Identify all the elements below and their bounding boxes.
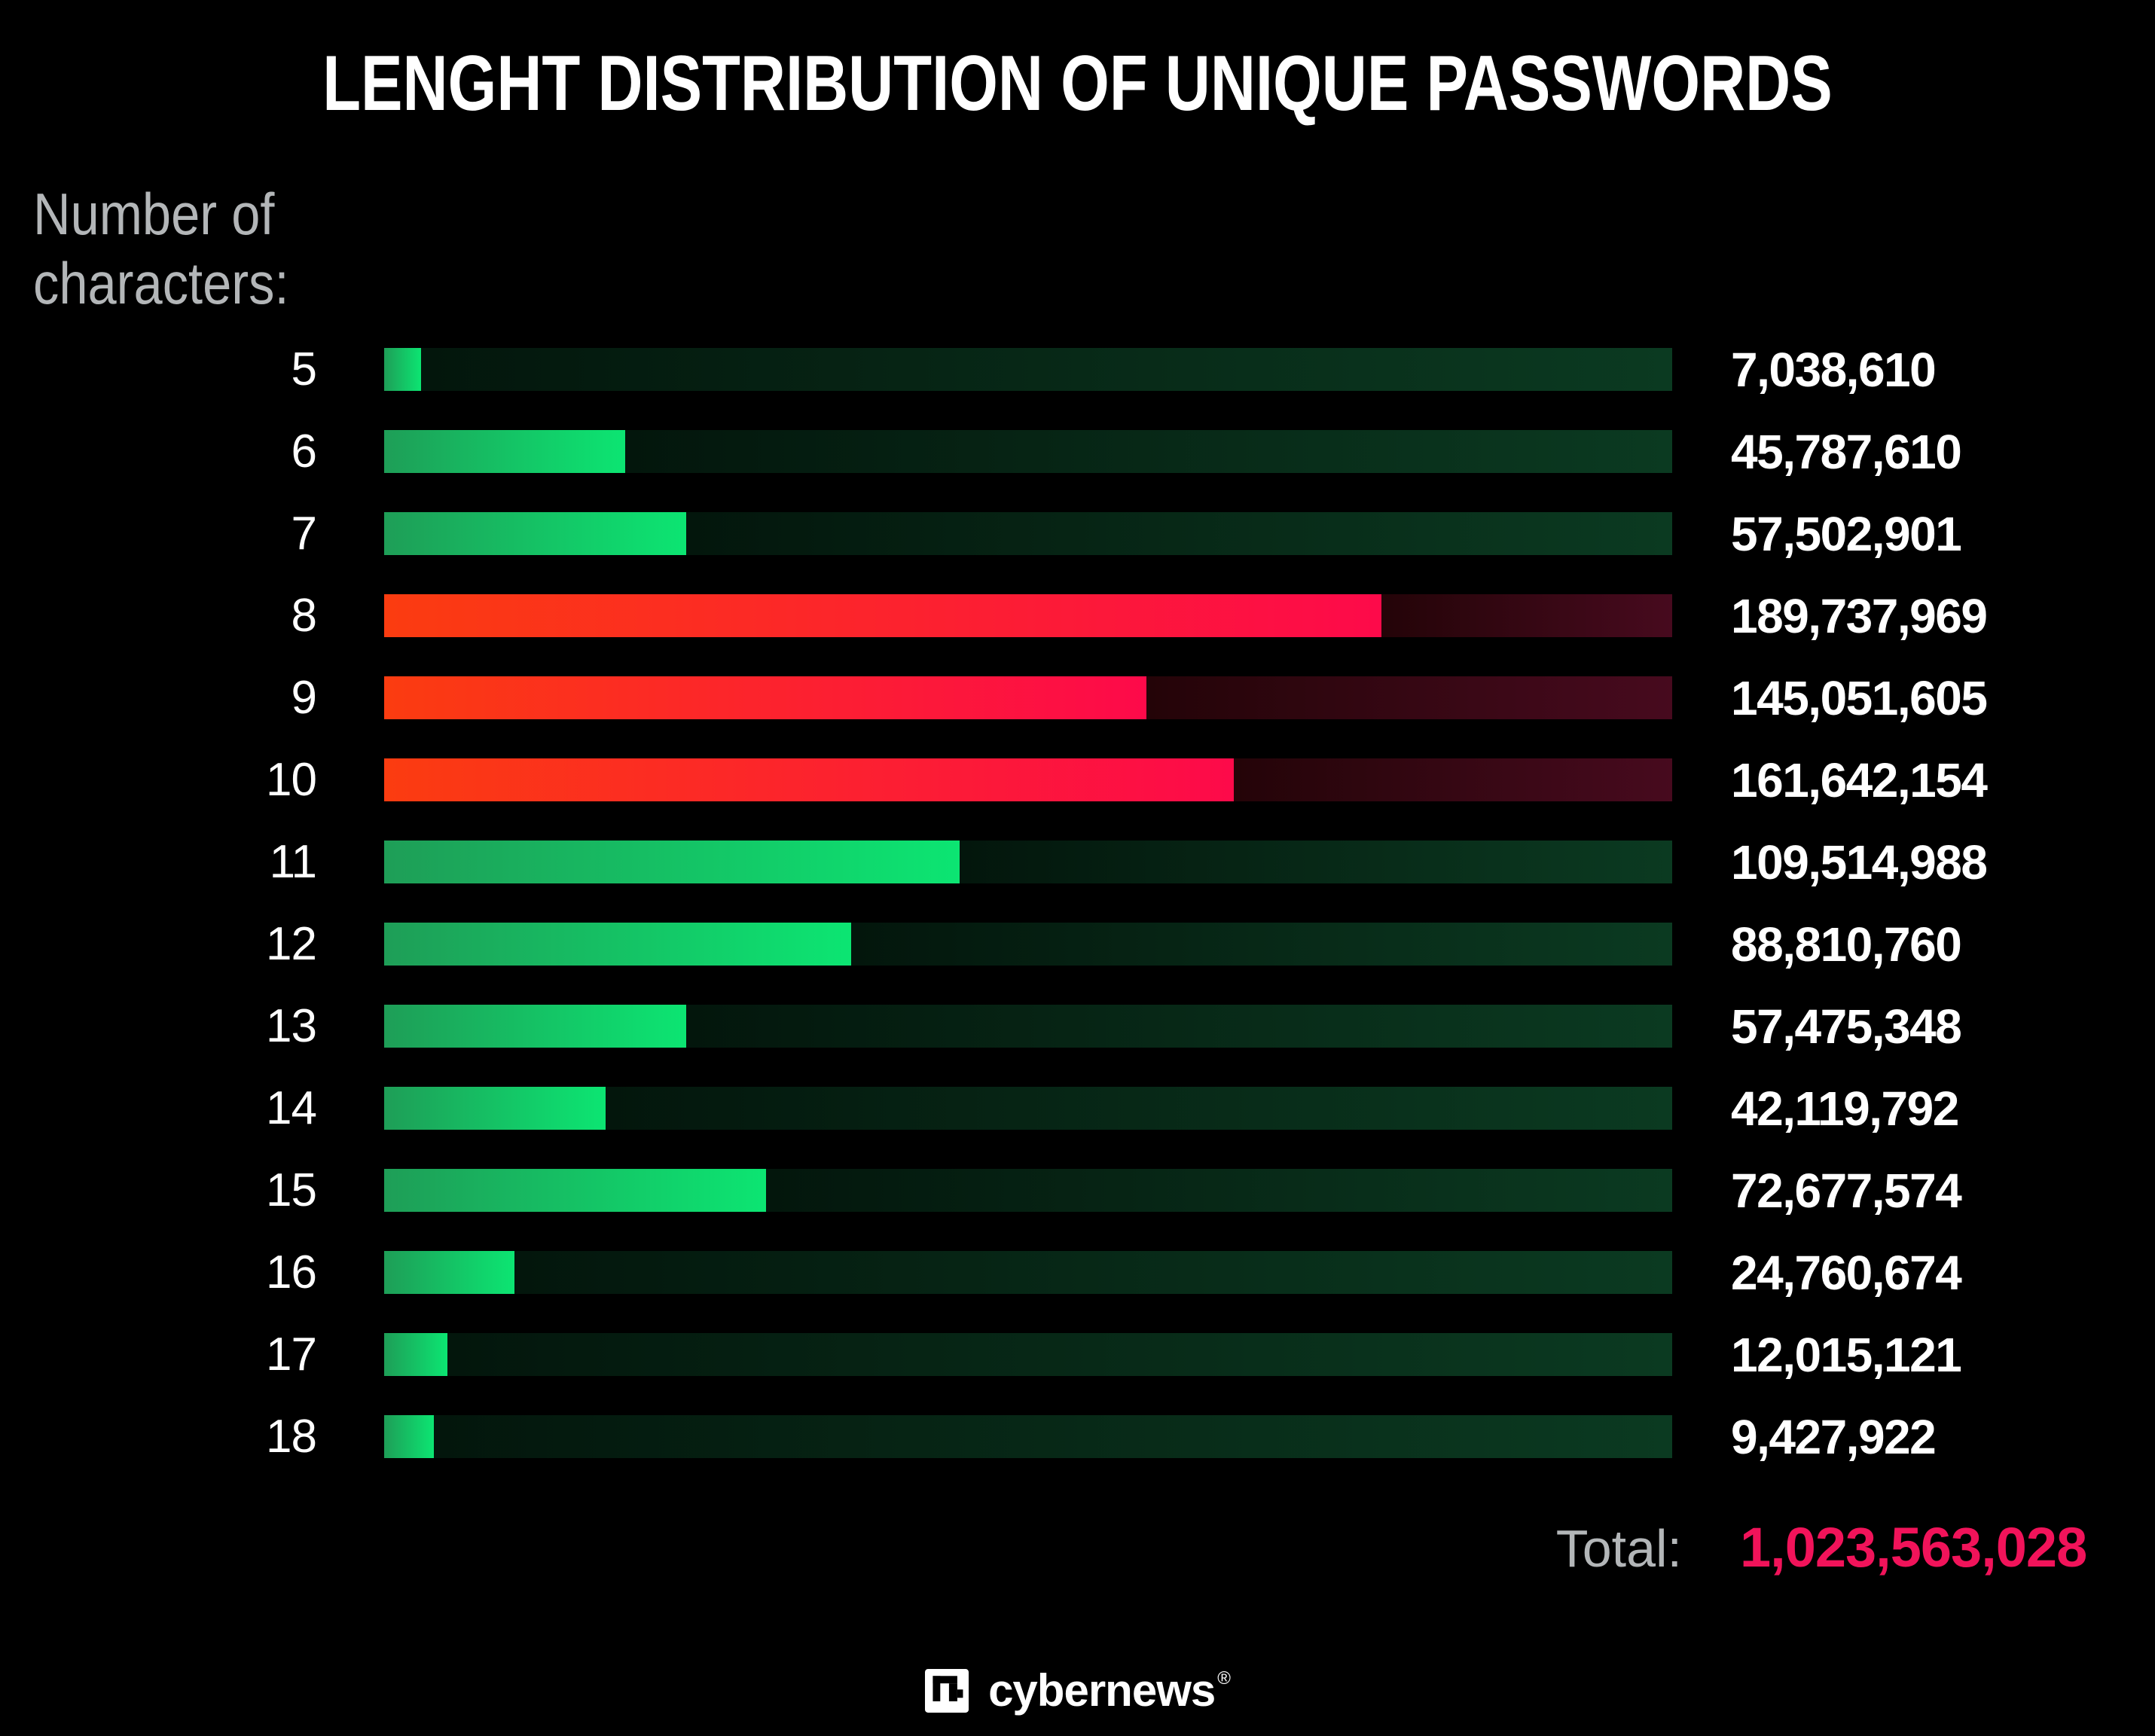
- bar-track: [384, 923, 1672, 966]
- bar-track-rest: [1381, 594, 1672, 637]
- row-value: 42,119,792: [1731, 1081, 1959, 1136]
- row-value: 12,015,121: [1731, 1327, 1962, 1382]
- row-label: 13: [266, 1000, 317, 1052]
- chart-row: 5 7,038,610: [0, 328, 2155, 410]
- row-label: 18: [266, 1411, 317, 1463]
- chart-row: 17 12,015,121: [0, 1313, 2155, 1396]
- bar-track: [384, 1005, 1672, 1048]
- row-value: 88,810,760: [1731, 917, 1962, 972]
- bar-track: [384, 758, 1672, 801]
- bar-track-rest: [1146, 676, 1672, 719]
- bar-fill: [384, 1087, 606, 1130]
- row-value: 189,737,969: [1731, 588, 1988, 643]
- bar-track-rest: [960, 841, 1672, 883]
- bar-fill: [384, 923, 851, 966]
- brand-name-text: cybernews: [988, 1665, 1216, 1716]
- row-label: 5: [291, 343, 317, 395]
- bar-fill: [384, 841, 960, 883]
- row-value: 109,514,988: [1731, 834, 1988, 889]
- total-row: Total: 1,023,563,028: [0, 1515, 2155, 1579]
- bar-track-rest: [686, 512, 1672, 555]
- bar-track-rest: [1234, 758, 1672, 801]
- row-value: 9,427,922: [1731, 1409, 1937, 1464]
- chart-row: 6 45,787,610: [0, 410, 2155, 493]
- bar-track: [384, 1415, 1672, 1458]
- chart-row: 13 57,475,348: [0, 985, 2155, 1067]
- bar-fill: [384, 758, 1235, 801]
- axis-label: Number of characters:: [33, 179, 289, 318]
- row-label: 12: [266, 918, 317, 970]
- bar-track: [384, 1169, 1672, 1212]
- bar-fill: [384, 1005, 687, 1048]
- bar-fill: [384, 676, 1147, 719]
- bar-track-rest: [686, 1005, 1672, 1048]
- bar-track: [384, 841, 1672, 883]
- row-value: 145,051,605: [1731, 670, 1988, 725]
- row-label: 14: [266, 1082, 317, 1134]
- row-value: 57,475,348: [1731, 999, 1962, 1054]
- row-label: 17: [266, 1329, 317, 1381]
- chart-row: 8 189,737,969: [0, 575, 2155, 657]
- bar-track-rest: [421, 348, 1672, 391]
- bar-track: [384, 1333, 1672, 1376]
- chart-row: 12 88,810,760: [0, 903, 2155, 985]
- total-label: Total:: [1555, 1519, 1682, 1578]
- row-value: 57,502,901: [1731, 506, 1962, 561]
- bar-track: [384, 594, 1672, 637]
- chart-row: 11 109,514,988: [0, 821, 2155, 903]
- bar-fill: [384, 512, 687, 555]
- bar-track-rest: [766, 1169, 1672, 1212]
- bar-fill: [384, 1169, 767, 1212]
- bar-track: [384, 348, 1672, 391]
- chart-row: 7 57,502,901: [0, 493, 2155, 575]
- registered-mark: ®: [1217, 1668, 1231, 1689]
- chart-row: 18 9,427,922: [0, 1396, 2155, 1478]
- bar-fill: [384, 430, 625, 473]
- brand-footer: cybernews ®: [0, 1668, 2155, 1713]
- bar-track-rest: [850, 923, 1672, 966]
- row-value: 45,787,610: [1731, 424, 1962, 479]
- bar-track-rest: [433, 1415, 1672, 1458]
- row-value: 161,642,154: [1731, 752, 1988, 807]
- axis-label-line1: Number of: [33, 181, 275, 247]
- bar-fill: [384, 1415, 434, 1458]
- bar-track: [384, 430, 1672, 473]
- row-value: 72,677,574: [1731, 1163, 1962, 1218]
- bar-track: [384, 676, 1672, 719]
- row-label: 10: [266, 754, 317, 806]
- chart-title: LENGHT DISTRIBUTION OF UNIQUE PASSWORDS: [322, 40, 1833, 127]
- cybernews-logo-icon: [925, 1669, 969, 1713]
- chart-row: 10 161,642,154: [0, 739, 2155, 821]
- bar-track-rest: [514, 1251, 1672, 1294]
- bar-track-rest: [605, 1087, 1672, 1130]
- axis-label-line2: characters:: [33, 250, 289, 317]
- row-label: 9: [291, 672, 317, 724]
- bar-track: [384, 1251, 1672, 1294]
- row-value: 24,760,674: [1731, 1245, 1962, 1300]
- bar-fill: [384, 594, 1382, 637]
- bar-fill: [384, 348, 422, 391]
- row-label: 11: [269, 836, 317, 888]
- bar-track: [384, 512, 1672, 555]
- bar-track-rest: [447, 1333, 1672, 1376]
- row-label: 8: [291, 590, 317, 642]
- chart-rows: 5 7,038,610 6 45,787,610 7 57,502,901 8 …: [0, 328, 2155, 1478]
- row-label: 16: [266, 1246, 317, 1298]
- row-label: 6: [291, 426, 317, 477]
- row-label: 15: [266, 1164, 317, 1216]
- row-label: 7: [291, 508, 317, 560]
- bar-track-rest: [624, 430, 1672, 473]
- chart-row: 14 42,119,792: [0, 1067, 2155, 1149]
- chart-row: 9 145,051,605: [0, 657, 2155, 739]
- chart-row: 16 24,760,674: [0, 1231, 2155, 1313]
- brand-name: cybernews ®: [988, 1665, 1231, 1716]
- bar-fill: [384, 1333, 447, 1376]
- bar-track: [384, 1087, 1672, 1130]
- total-value: 1,023,563,028: [1740, 1516, 2087, 1579]
- bar-fill: [384, 1251, 514, 1294]
- row-value: 7,038,610: [1731, 342, 1937, 397]
- chart-row: 15 72,677,574: [0, 1149, 2155, 1231]
